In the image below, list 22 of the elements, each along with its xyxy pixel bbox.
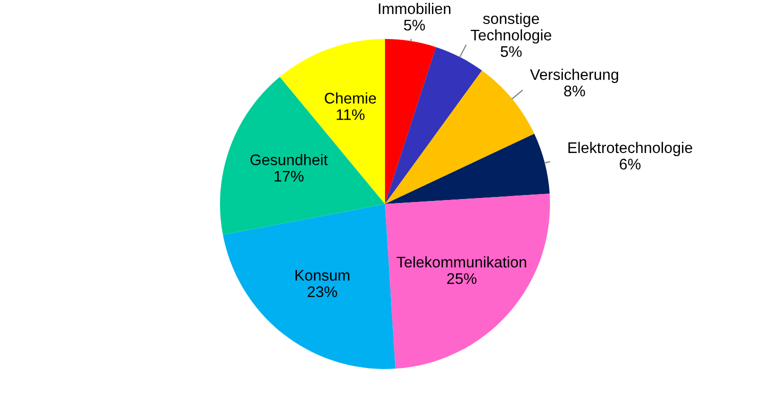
data-label: 25% — [447, 273, 476, 284]
slice-label: Immobilien — [378, 2, 450, 14]
data-label: 23% — [308, 286, 338, 298]
slice-label: Versicherung — [530, 68, 618, 83]
slice-label: sonstige Technologie — [470, 12, 552, 44]
pie-slice — [385, 134, 550, 204]
pie-slice — [385, 47, 482, 204]
pie-slice — [385, 194, 550, 369]
data-label: 17% — [274, 170, 304, 182]
data-label: 8% — [564, 86, 586, 96]
data-label: 6% — [620, 158, 641, 170]
data-label: 11% — [336, 109, 365, 120]
slice-label: Elektrotechnologie — [568, 142, 692, 156]
slice-label: Gesundheit — [250, 154, 328, 166]
slice-label: Chemie — [324, 92, 376, 104]
data-label: 5% — [404, 20, 425, 31]
data-label: 5% — [500, 46, 522, 57]
pie-slice — [222, 204, 396, 369]
pie-slice — [220, 76, 385, 235]
slice-label: Konsum — [296, 270, 350, 281]
slice-label: Telekommunikation — [396, 256, 526, 268]
pie-slice — [385, 39, 436, 204]
